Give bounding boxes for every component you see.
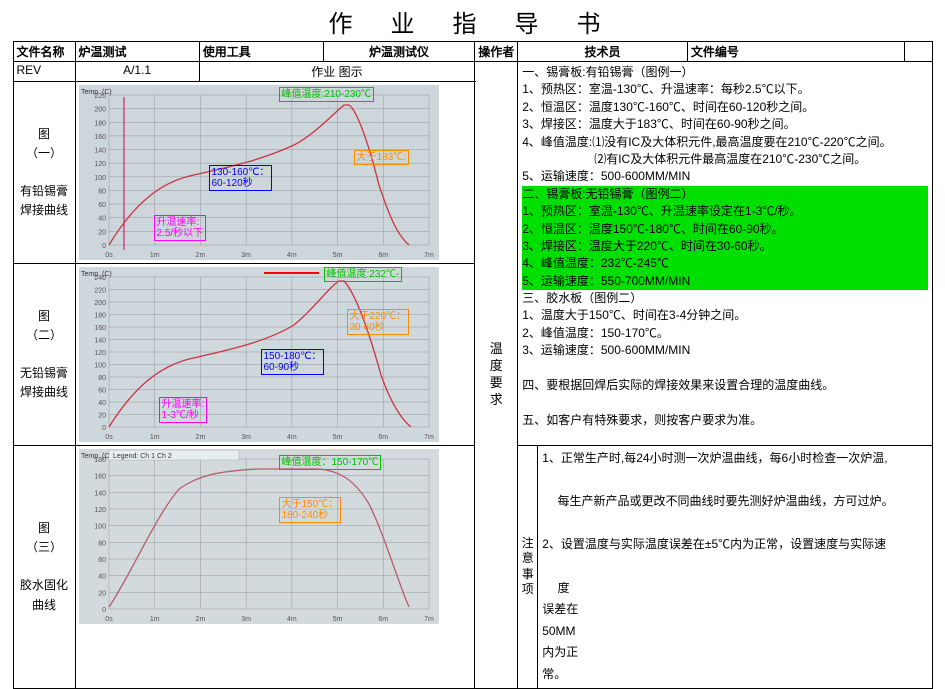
- svg-text:100: 100: [94, 175, 106, 182]
- svg-text:7m: 7m: [424, 252, 434, 259]
- svg-text:3m: 3m: [241, 616, 251, 623]
- temp-req-content: 一、锡膏板:有铅锡膏（图例一）1、预热区：室温-130℃、升温速率：每秒2.5℃…: [518, 62, 932, 446]
- svg-text:120: 120: [94, 350, 106, 357]
- svg-text:0s: 0s: [105, 252, 113, 259]
- svg-text:0s: 0s: [105, 616, 113, 623]
- svg-text:20: 20: [98, 413, 106, 420]
- rev-value: A/1.1: [75, 62, 199, 82]
- chart2-label: 图（二）无铅锡膏焊接曲线: [13, 264, 75, 446]
- svg-text:140: 140: [94, 148, 106, 155]
- svg-text:5m: 5m: [332, 434, 342, 441]
- svg-text:80: 80: [98, 375, 106, 382]
- notes-vlabel: 注意事项: [518, 446, 538, 688]
- hdr-operator-value: 技术员: [518, 42, 688, 62]
- svg-text:2m: 2m: [195, 616, 205, 623]
- svg-text:220: 220: [94, 288, 106, 295]
- svg-text:5m: 5m: [332, 252, 342, 259]
- notes-content: 注意事项1、正常生产时,每24小时测一次炉温曲线，每6小时检查一次炉温, 每生产…: [518, 446, 932, 689]
- svg-text:Temp. (C): Temp. (C): [81, 453, 112, 460]
- svg-text:Temp. (C): Temp. (C): [81, 271, 112, 278]
- chart3-label: 图（三）胶水固化曲线: [13, 446, 75, 689]
- svg-text:6m: 6m: [378, 616, 388, 623]
- svg-text:0: 0: [102, 243, 106, 250]
- svg-text:60: 60: [98, 557, 106, 564]
- svg-text:80: 80: [98, 540, 106, 547]
- chart3: 0204060801001201401601800s1m2m3m4m5m6m7m…: [79, 449, 439, 624]
- chart-annotation: 130-160℃：60-120秒: [209, 165, 273, 191]
- svg-text:1m: 1m: [149, 616, 159, 623]
- chart1-cell: 0204060801001201401601802002200s1m2m3m4m…: [75, 82, 475, 264]
- chart-annotation: 大于220℃：30 60秒: [347, 309, 410, 335]
- hdr-file-no-value: [904, 42, 932, 62]
- svg-text:160: 160: [94, 325, 106, 332]
- diagram-label: 作业 图示: [199, 62, 475, 82]
- svg-text:1m: 1m: [149, 252, 159, 259]
- svg-text:180: 180: [94, 120, 106, 127]
- svg-text:40: 40: [98, 216, 106, 223]
- svg-text:100: 100: [94, 524, 106, 531]
- svg-text:140: 140: [94, 338, 106, 345]
- chart-annotation: 峰值温度:210-230℃: [279, 87, 374, 102]
- hdr-file-no-label: 文件编号: [687, 42, 904, 62]
- chart-annotation: 150-180℃：60-90秒: [261, 349, 325, 375]
- svg-text:180: 180: [94, 313, 106, 320]
- svg-text:4m: 4m: [286, 616, 296, 623]
- svg-text:100: 100: [94, 363, 106, 370]
- svg-text:2m: 2m: [195, 434, 205, 441]
- svg-text:4m: 4m: [286, 252, 296, 259]
- svg-text:0: 0: [102, 607, 106, 614]
- svg-text:120: 120: [94, 161, 106, 168]
- svg-text:80: 80: [98, 188, 106, 195]
- svg-text:0: 0: [102, 425, 106, 432]
- chart1-label: 图（一）有铅锡膏焊接曲线: [13, 82, 75, 264]
- temp-req-vlabel: 温度要求: [475, 62, 518, 689]
- svg-text:160: 160: [94, 474, 106, 481]
- svg-text:20: 20: [98, 229, 106, 236]
- svg-text:3m: 3m: [241, 434, 251, 441]
- svg-text:60: 60: [98, 202, 106, 209]
- svg-text:7m: 7m: [424, 616, 434, 623]
- chart-annotation: 升温速率:2.5/秒以下: [154, 215, 207, 241]
- svg-text:7m: 7m: [424, 434, 434, 441]
- hdr-file-name-label: 文件名称: [13, 42, 75, 62]
- svg-text:200: 200: [94, 300, 106, 307]
- chart2-cell: 0204060801001201401601802002202400s1m2m3…: [75, 264, 475, 446]
- chart2: 0204060801001201401601802002202400s1m2m3…: [79, 267, 439, 442]
- svg-text:120: 120: [94, 507, 106, 514]
- svg-text:2m: 2m: [195, 252, 205, 259]
- chart-annotation: 峰值温度：150-170℃: [279, 455, 382, 470]
- chart-annotation: 峰值温度:232℃-: [324, 267, 403, 282]
- chart3-cell: 0204060801001201401601800s1m2m3m4m5m6m7m…: [75, 446, 475, 689]
- hdr-tool-label: 使用工具: [199, 42, 323, 62]
- svg-text:140: 140: [94, 490, 106, 497]
- svg-text:6m: 6m: [378, 252, 388, 259]
- chart-annotation: 大于150℃：180-240秒: [279, 497, 342, 523]
- svg-text:60: 60: [98, 388, 106, 395]
- main-table: 文件名称 炉温测试 使用工具 炉温测试仪 操作者 技术员 文件编号 REV A/…: [13, 41, 933, 689]
- svg-text:20: 20: [98, 590, 106, 597]
- svg-text:Legend: Ch 1 Ch 2: Legend: Ch 1 Ch 2: [113, 453, 172, 460]
- svg-text:40: 40: [98, 400, 106, 407]
- svg-text:1m: 1m: [149, 434, 159, 441]
- hdr-operator-label: 操作者: [475, 42, 518, 62]
- svg-text:200: 200: [94, 107, 106, 114]
- rev-label: REV: [13, 62, 75, 82]
- svg-text:4m: 4m: [286, 434, 296, 441]
- svg-text:6m: 6m: [378, 434, 388, 441]
- chart-annotation: 升温速率:1-3℃/秒: [159, 397, 208, 423]
- page-title: 作 业 指 导 书: [0, 0, 945, 41]
- svg-text:Temp. (C): Temp. (C): [81, 89, 112, 96]
- hdr-tool-value: 炉温测试仪: [323, 42, 474, 62]
- svg-text:3m: 3m: [241, 252, 251, 259]
- svg-text:160: 160: [94, 134, 106, 141]
- chart1: 0204060801001201401601802002200s1m2m3m4m…: [79, 85, 439, 260]
- chart-annotation: 大于183℃:: [354, 150, 409, 165]
- svg-text:40: 40: [98, 574, 106, 581]
- hdr-file-name-value: 炉温测试: [75, 42, 199, 62]
- svg-text:0s: 0s: [105, 434, 113, 441]
- svg-text:5m: 5m: [332, 616, 342, 623]
